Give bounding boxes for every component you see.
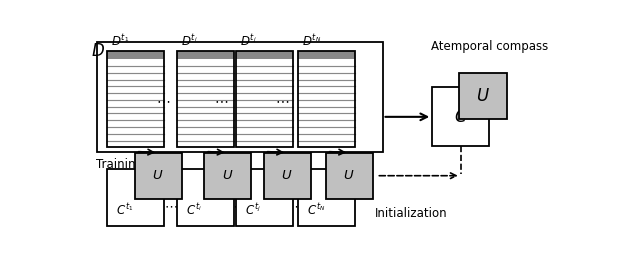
Bar <box>108 59 164 147</box>
Bar <box>460 73 507 119</box>
Text: $U$: $U$ <box>282 169 293 182</box>
Bar <box>177 51 234 147</box>
Text: Training: Training <box>97 158 143 171</box>
Bar <box>326 153 372 199</box>
Bar <box>264 153 310 199</box>
Text: $D^{t_1}$: $D^{t_1}$ <box>111 33 129 49</box>
Text: $U$: $U$ <box>152 169 164 182</box>
Bar <box>298 59 355 147</box>
Text: Initialization: Initialization <box>375 207 448 220</box>
Text: $D^{t_i}$: $D^{t_i}$ <box>180 33 197 49</box>
Bar <box>177 51 234 59</box>
Bar <box>298 51 355 59</box>
Bar <box>177 169 234 226</box>
Bar <box>134 153 182 199</box>
Bar <box>108 51 164 147</box>
Text: $C^{t_j}$: $C^{t_j}$ <box>245 202 261 218</box>
Text: $U$: $U$ <box>476 87 490 105</box>
Text: $C^{t_N}$: $C^{t_N}$ <box>307 202 326 218</box>
Bar <box>298 51 355 147</box>
Text: $U$: $U$ <box>222 169 234 182</box>
Bar <box>108 169 164 226</box>
Text: $D$: $D$ <box>91 42 105 60</box>
Bar <box>236 169 293 226</box>
Text: $\cdots$: $\cdots$ <box>214 93 228 107</box>
Text: $\cdots$: $\cdots$ <box>275 93 289 107</box>
Bar <box>204 153 251 199</box>
Bar <box>236 59 293 147</box>
Text: $C$: $C$ <box>454 108 467 126</box>
Text: $\cdots$: $\cdots$ <box>228 200 242 213</box>
Bar <box>236 51 293 147</box>
Text: $\cdots$: $\cdots$ <box>289 200 303 213</box>
Text: $U$: $U$ <box>343 169 355 182</box>
Bar <box>236 51 293 59</box>
Text: $\cdots$: $\cdots$ <box>156 93 170 107</box>
Text: $C^{t_1}$: $C^{t_1}$ <box>116 202 134 218</box>
Text: $D^{t_N}$: $D^{t_N}$ <box>302 33 321 49</box>
Text: $D^{t_j}$: $D^{t_j}$ <box>240 33 257 49</box>
Text: $\cdots$: $\cdots$ <box>164 200 177 213</box>
Bar <box>108 51 164 59</box>
Bar <box>97 42 383 152</box>
Bar <box>177 59 234 147</box>
Bar <box>298 169 355 226</box>
Bar <box>432 87 489 146</box>
Text: Atemporal compass: Atemporal compass <box>431 40 548 53</box>
Text: $C^{t_i}$: $C^{t_i}$ <box>186 202 202 218</box>
